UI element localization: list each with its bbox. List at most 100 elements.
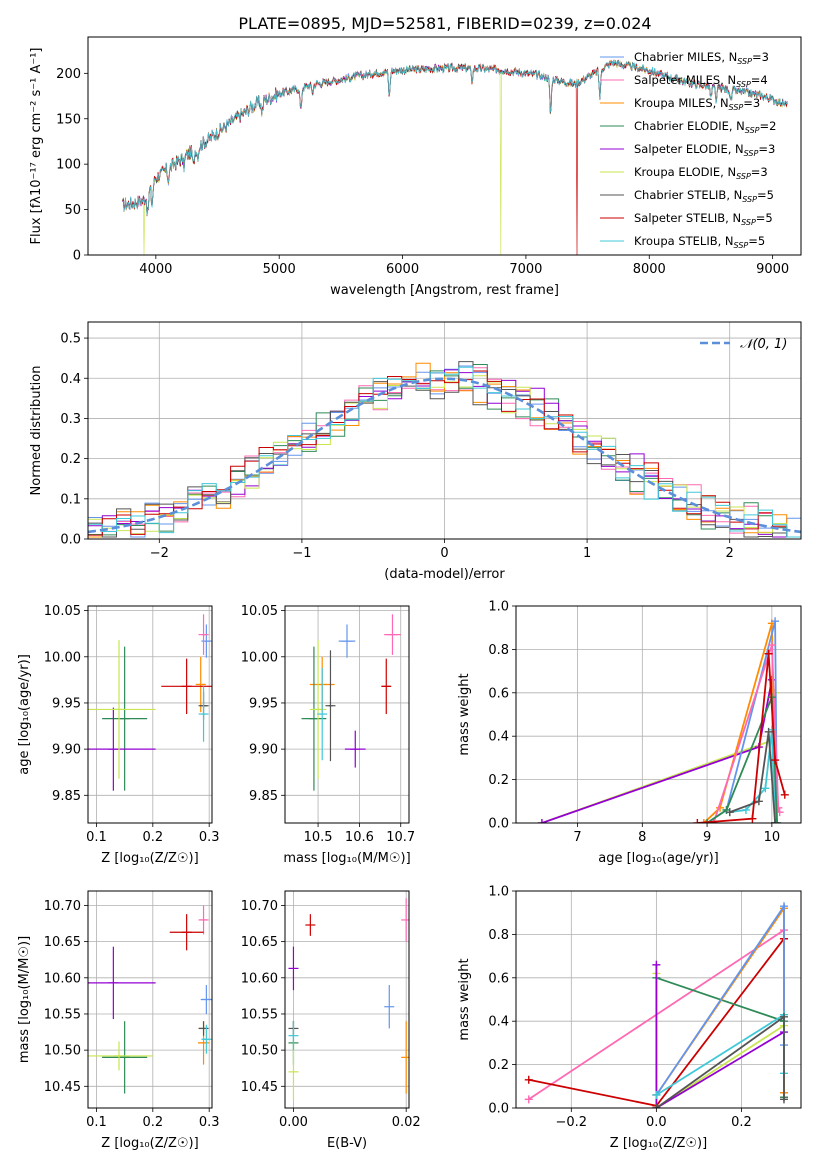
y-tick-label: 10.45 (241, 1080, 278, 1095)
y-tick-label: 0.2 (488, 1058, 509, 1073)
y-tick-label: 10.65 (241, 935, 278, 950)
y-axis-label: mass weight (457, 673, 472, 755)
x-tick-label: −2 (150, 546, 169, 561)
x-tick-label: 7000 (509, 262, 542, 277)
spectrum-line-5 (122, 59, 788, 255)
weight-point-4-0 (652, 960, 661, 969)
legend-sub: SSP (737, 57, 752, 66)
x-tick-label: 8 (638, 830, 646, 845)
weight-point-8-0 (652, 1104, 661, 1108)
weight-line-3 (706, 620, 778, 823)
x-axis-label: mass [log₁₀(M/M☉)] (283, 851, 410, 866)
legend-count: =5 (748, 234, 765, 248)
weight-point-8-0 (693, 819, 702, 823)
y-tick-label: 0.3 (60, 412, 81, 427)
y-tick-label: 0.5 (60, 332, 81, 347)
histogram-series-7 (88, 370, 801, 538)
y-tick-label: 10.55 (44, 1007, 81, 1022)
x-tick-label: 0.3 (199, 1115, 220, 1130)
legend-entry-0: Chabrier MILES, NSSP=3 (634, 50, 769, 66)
legend-name: Salpeter STELIB, N (634, 211, 741, 225)
legend-sub: SSP (745, 126, 760, 135)
x-tick-label: 0.02 (392, 1115, 421, 1130)
x-tick-label: 0.2 (142, 830, 163, 845)
weight-line-8 (655, 1015, 785, 1108)
legend-count: =3 (743, 96, 760, 110)
x-axis-label: (data-model)/error (384, 567, 505, 582)
weight-point-8-1 (748, 814, 757, 823)
weight-point-4-0 (709, 819, 718, 823)
x-axis-label: age [log₁₀(age/yr)] (598, 851, 719, 866)
x-tick-label: 10.7 (386, 830, 415, 845)
histogram-series-8 (88, 366, 801, 538)
y-tick-label: 0 (73, 249, 81, 264)
legend-sub: SSP (736, 80, 751, 89)
x-axis-label: Z [log₁₀(Z/Z☉)] (610, 1136, 707, 1151)
y-tick-label: 100 (56, 158, 81, 173)
axes-frame (87, 36, 802, 256)
weight-point-7-0 (725, 808, 734, 817)
x-tick-label: 5000 (263, 262, 296, 277)
weight-point-1-2 (767, 675, 776, 684)
x-tick-label: 9 (703, 830, 711, 845)
legend-sub: SSP (729, 103, 744, 112)
weight-point-1-0 (524, 1075, 533, 1084)
legend-count: =3 (752, 50, 769, 64)
y-tick-label: 0.0 (488, 1102, 509, 1117)
y-tick-label: 200 (56, 67, 81, 82)
legend-name: Kroupa STELIB, N (634, 234, 734, 248)
y-tick-label: 0.4 (488, 730, 509, 745)
spectrum-line-8 (122, 59, 788, 216)
weight-point-6-1 (779, 902, 788, 911)
weight-point-5-0 (703, 819, 712, 823)
x-tick-label: 2 (726, 546, 734, 561)
x-tick-label: 0.00 (279, 1115, 308, 1130)
weight-point-6-1 (741, 805, 750, 814)
legend-sub: SSP (736, 172, 751, 181)
y-tick-label: 10.50 (44, 1044, 81, 1059)
gaussian-reference-line (88, 377, 801, 534)
x-tick-label: −1 (292, 546, 311, 561)
legend-sub: SSP (742, 195, 757, 204)
legend-entry-8: Kroupa STELIB, NSSP=5 (634, 234, 765, 250)
y-tick-label: 10.60 (241, 971, 278, 986)
axes-frame (515, 890, 802, 1109)
legend-count: =3 (751, 165, 768, 179)
weight-line-7 (729, 731, 776, 823)
y-tick-label: 10.55 (241, 1007, 278, 1022)
y-tick-label: 0.1 (60, 492, 81, 507)
plot-area (122, 59, 788, 255)
weight-point-5-3 (773, 819, 782, 823)
axes-frame (284, 605, 410, 824)
y-axis-label: Normed distribution (29, 366, 44, 496)
weight-point-4-1 (767, 641, 776, 650)
axes-frame (284, 890, 410, 1109)
x-tick-label: 0.2 (731, 1115, 752, 1130)
panel-massweight_vs_Z: −0.2 0.0 0.2 0.0 0.2 0.4 0.6 0.8 1.0 Z [log₁₀(Z/Z… (457, 885, 802, 1151)
y-tick-label: 0.2 (488, 773, 509, 788)
legend-count: =5 (757, 188, 774, 202)
legend-count: =3 (758, 142, 775, 156)
y-tick-label: 9.85 (52, 789, 81, 804)
y-tick-label: 10.65 (44, 935, 81, 950)
axes-frame (87, 890, 213, 1109)
y-tick-label: 1.0 (488, 885, 509, 900)
x-tick-label: 4000 (139, 262, 172, 277)
y-tick-label: 10.05 (44, 604, 81, 619)
y-tick-label: 9.95 (52, 696, 81, 711)
weight-point-7-1 (754, 797, 763, 806)
y-tick-label: 10.50 (241, 1044, 278, 1059)
x-tick-label: 10 (764, 830, 781, 845)
weight-line-3 (655, 973, 785, 1108)
panel-mass_vs_Z: 0.1 0.2 0.3 10.45 10.50 10.55 10.60 10.65 10.70 Z… (17, 890, 220, 1151)
legend-entry-1: Salpeter MILES, NSSP=4 (634, 73, 768, 89)
y-tick-label: 10.70 (44, 899, 81, 914)
y-tick-label: 10.05 (241, 604, 278, 619)
spectrum-line-7 (122, 59, 788, 255)
plot-area (88, 905, 212, 1094)
legend-entry-3: Chabrier ELODIE, NSSP=2 (634, 119, 776, 135)
y-axis-label: mass [log₁₀(M/M☉)] (17, 936, 32, 1063)
weight-point-0-0 (524, 1095, 533, 1104)
y-tick-label: 0.8 (488, 643, 509, 658)
y-tick-label: 0.6 (488, 686, 509, 701)
